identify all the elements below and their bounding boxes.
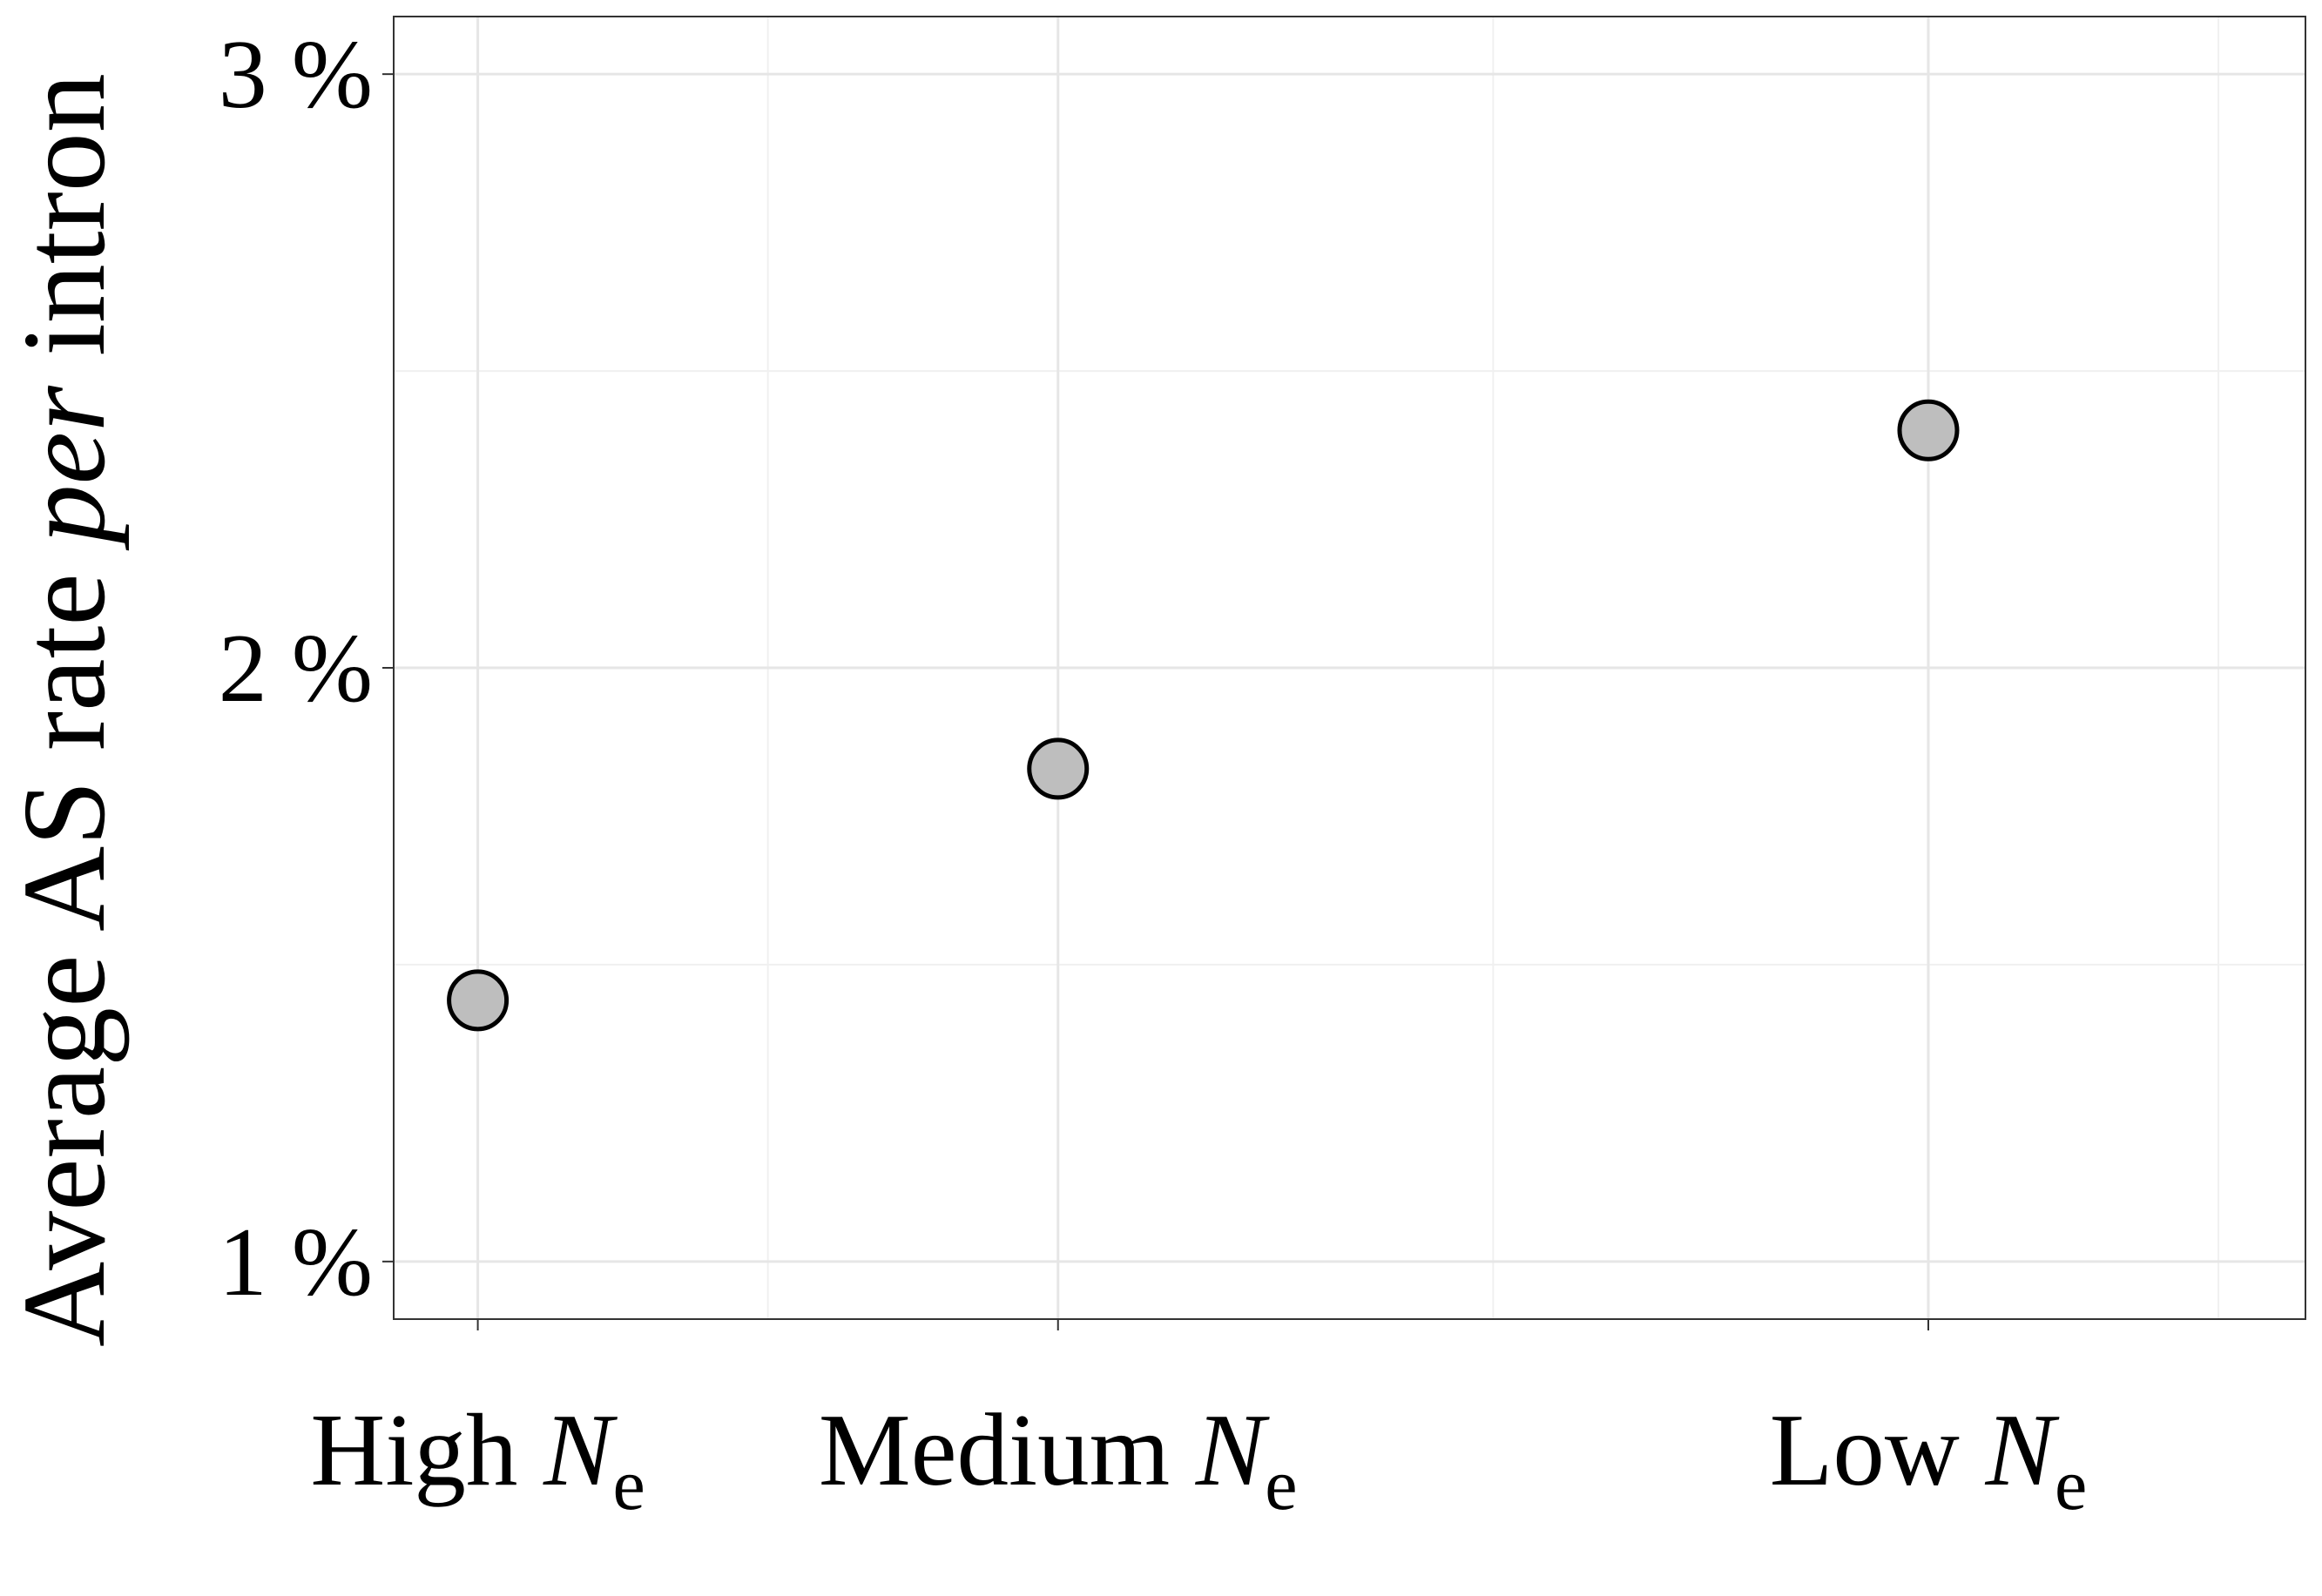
y-axis-title: Average AS rate per intron bbox=[0, 73, 130, 1347]
x-tick-label-part: N bbox=[543, 1392, 618, 1507]
point bbox=[1027, 737, 1090, 800]
y-axis-title-part: Average AS rate bbox=[0, 543, 130, 1347]
x-tick-label: Medium Ne bbox=[819, 1392, 1298, 1525]
y-axis-title-part: per bbox=[0, 385, 130, 550]
x-tick-label-part: e bbox=[1265, 1444, 1297, 1525]
x-tick-label-part: N bbox=[1195, 1392, 1270, 1507]
y-tick-label: 2 % bbox=[219, 615, 373, 723]
y-tick-label: 1 % bbox=[219, 1209, 373, 1317]
point bbox=[447, 969, 510, 1032]
x-tick-label: Low Ne bbox=[1770, 1392, 2088, 1525]
x-tick-label-part: High bbox=[310, 1392, 543, 1507]
y-axis-title-part: intron bbox=[0, 73, 130, 386]
y-tick-label: 3 % bbox=[219, 21, 373, 129]
x-tick-label-part: Low bbox=[1770, 1392, 1986, 1507]
point bbox=[1897, 399, 1960, 461]
x-tick-label-part: N bbox=[1985, 1392, 2060, 1507]
x-tick-label-part: e bbox=[613, 1444, 645, 1525]
x-tick-label-part: Medium bbox=[819, 1392, 1196, 1507]
x-tick-label: High Ne bbox=[310, 1392, 645, 1525]
x-tick-label-part: e bbox=[2055, 1444, 2087, 1525]
